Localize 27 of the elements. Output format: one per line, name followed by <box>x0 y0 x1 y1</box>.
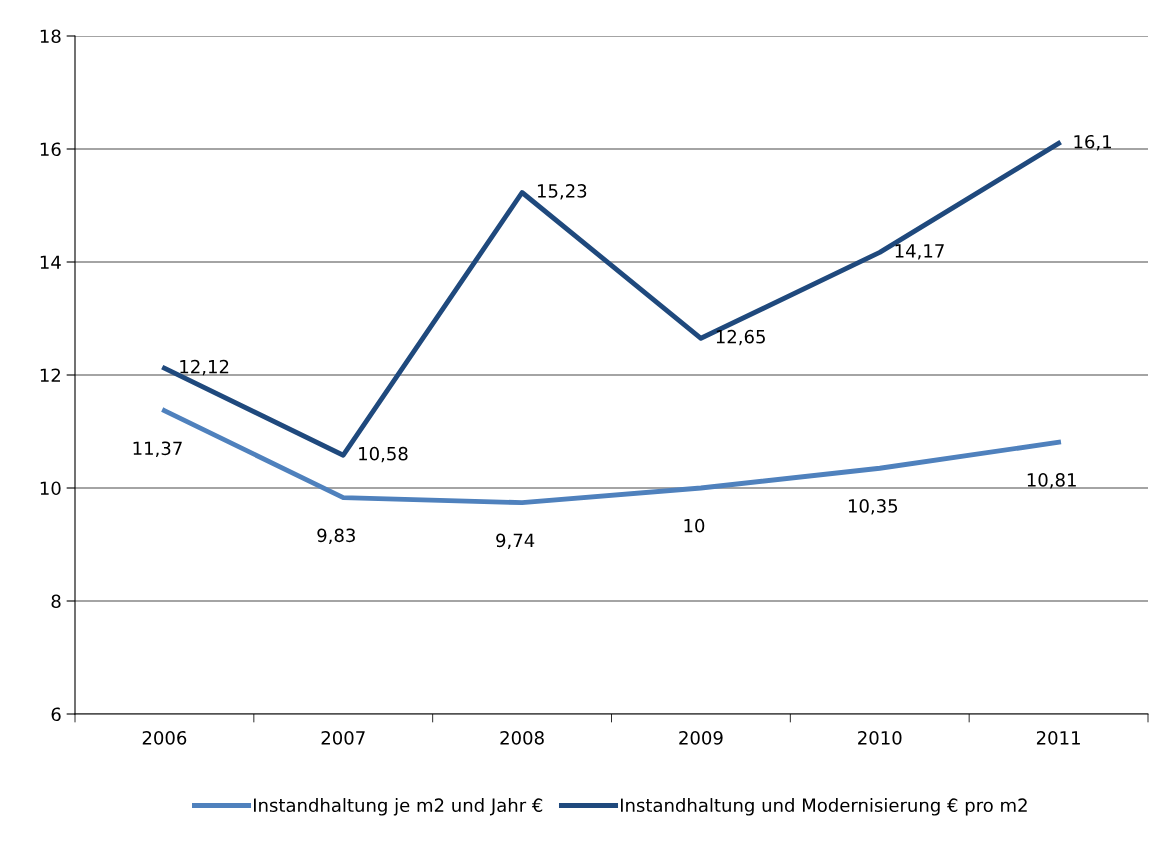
x-tick-label: 2010 <box>858 730 902 745</box>
data-label: 10 <box>684 518 705 533</box>
data-label: 10,35 <box>848 499 898 515</box>
data-label: 12,65 <box>716 329 765 346</box>
data-label: 9,83 <box>317 528 355 544</box>
x-tick-label: 2009 <box>679 730 723 745</box>
y-tick-label: 12 <box>40 368 60 382</box>
x-tick-label: 2008 <box>500 730 544 745</box>
data-label: 15,23 <box>537 184 587 200</box>
y-tick-label: 18 <box>40 29 61 44</box>
y-tick-label: 16 <box>40 142 61 157</box>
data-label: 10,58 <box>359 446 408 463</box>
y-tick-label: 10 <box>40 481 61 496</box>
x-tick-label: 2011 <box>1036 730 1080 745</box>
data-label: 9,74 <box>496 533 535 550</box>
y-tick-label: 14 <box>40 255 61 269</box>
x-tick-label: 2007 <box>321 730 365 745</box>
data-label: 11,37 <box>133 441 182 457</box>
legend-label: Instandhaltung und Modernisierung € pro m2 <box>620 798 1027 816</box>
y-tick-label: 6 <box>51 707 61 722</box>
data-label: 16,1 <box>1074 134 1112 151</box>
legend-label: Instandhaltung je m2 und Jahr € <box>253 798 543 816</box>
x-tick-label: 2006 <box>142 730 187 745</box>
data-label: 10,81 <box>1027 473 1076 489</box>
data-label: 14,17 <box>895 244 944 260</box>
y-tick-label: 8 <box>51 594 61 609</box>
data-label: 12,12 <box>180 359 229 376</box>
